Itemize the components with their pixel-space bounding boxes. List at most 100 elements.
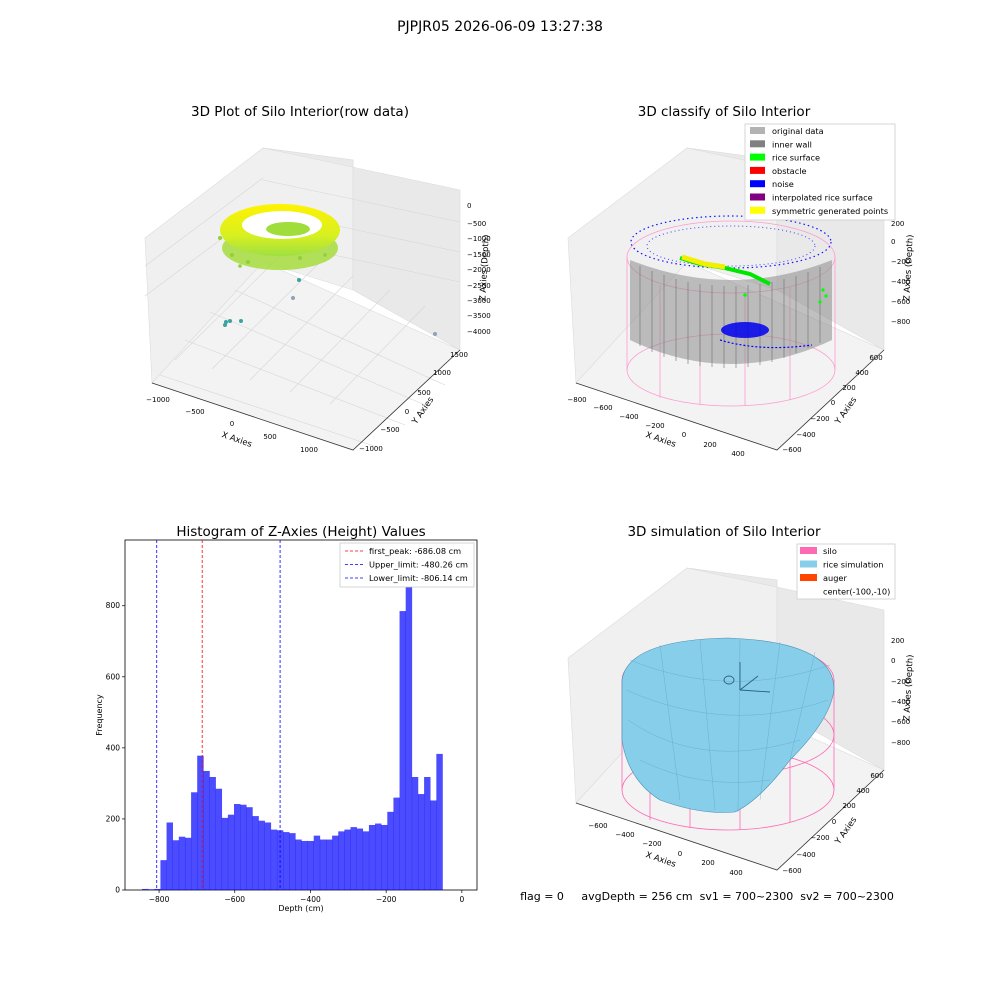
raw-xtick: 0 — [230, 420, 234, 428]
histogram-legend-label: Lower_limit: -806.14 cm — [369, 573, 468, 583]
raw-panel-title: 3D Plot of Silo Interior(row data) — [191, 104, 409, 120]
histogram-bar — [295, 839, 302, 890]
histogram-bar — [184, 837, 192, 890]
histogram-bar — [227, 814, 235, 890]
classify-legend-label: rice surface — [772, 153, 820, 163]
histogram-bar — [362, 831, 370, 890]
classify-ytick: −600 — [782, 446, 801, 454]
histogram-bar — [142, 888, 149, 890]
simulation-y-axis-label: Y Axies — [833, 815, 860, 847]
histogram-bar — [178, 836, 186, 890]
histogram-bar — [417, 794, 425, 890]
histogram-ytick-label: 400 — [106, 743, 121, 752]
raw-ytick: −500 — [380, 426, 399, 434]
status-footer: flag = 0 avgDepth = 256 cm sv1 = 700~230… — [520, 890, 894, 903]
histogram-xtick-label: −200 — [376, 895, 397, 904]
raw-ztick: −4000 — [467, 328, 491, 336]
simulation-xtick: −400 — [615, 831, 634, 839]
classify-legend-swatch — [750, 166, 765, 174]
histogram-x-ticks: −800 −600 −400 −200 0 — [149, 890, 464, 904]
raw-ztick: −1500 — [467, 251, 491, 259]
simulation-legend-label: auger — [823, 573, 847, 583]
histogram-ytick-label: 200 — [106, 814, 121, 823]
raw-ztick: −2000 — [467, 266, 491, 274]
histogram-bar — [344, 829, 351, 890]
classify-xtick: 200 — [703, 441, 716, 449]
simulation-legend-label: center(-100,-10) — [823, 587, 890, 597]
histogram-bar — [166, 822, 173, 890]
panel-raw-data: 3D Plot of Silo Interior(row data) — [144, 104, 492, 454]
raw-ytick: 1500 — [450, 351, 468, 359]
classify-z-axis-label: Z Axies (Depth) — [902, 234, 915, 301]
histogram-bar — [160, 860, 167, 890]
classify-xtick: −800 — [567, 396, 586, 404]
classify-inner-wall — [630, 260, 832, 364]
histogram-bar — [375, 823, 382, 890]
classify-x-axis-label: X Axies — [644, 430, 677, 450]
histogram-bar — [368, 824, 376, 890]
figure-suptitle: PJPJR05 2026-06-09 13:27:38 — [397, 19, 603, 35]
histogram-bar — [252, 816, 259, 890]
simulation-ztick: −600 — [891, 718, 910, 726]
raw-ztick: −3500 — [467, 312, 491, 320]
histogram-bar — [387, 811, 394, 890]
simulation-ytick: −600 — [782, 867, 801, 875]
classify-ztick: −400 — [891, 278, 910, 286]
histogram-title: Histogram of Z-Axies (Height) Values — [176, 524, 425, 540]
classify-ztick: −600 — [891, 298, 910, 306]
classify-ytick: −400 — [796, 431, 815, 439]
classify-axis-edges — [575, 349, 885, 451]
histogram-bar — [356, 828, 364, 890]
raw-ztick: −2500 — [467, 282, 491, 290]
classify-legend-swatch — [750, 180, 765, 188]
raw-xtick: −1000 — [146, 396, 170, 404]
histogram-ytick-label: 800 — [106, 601, 121, 610]
simulation-ytick: −400 — [796, 851, 815, 859]
classify-ytick: 0 — [831, 399, 835, 407]
classify-legend-swatch — [750, 140, 765, 148]
simulation-legend-label: rice simulation — [823, 560, 883, 570]
histogram-bar — [264, 822, 272, 890]
raw-y-axis-label: Y Axies — [410, 395, 437, 427]
histogram-bars — [142, 559, 443, 890]
histogram-xtick-label: 0 — [459, 895, 464, 904]
histogram-bar — [191, 792, 198, 890]
histogram-legend: first_peak: -686.08 cm Upper_limit: -480.… — [339, 542, 475, 588]
histogram-xtick-label: −600 — [224, 895, 245, 904]
classify-y-ticks: −600 −400 −200 0 200 400 600 — [782, 354, 882, 454]
simulation-ytick: 400 — [856, 787, 869, 795]
classify-rice-points — [743, 288, 828, 304]
histogram-bar — [405, 559, 413, 890]
raw-ytick: 0 — [405, 408, 409, 416]
classify-xtick: −600 — [593, 404, 612, 412]
histogram-bar — [221, 817, 229, 890]
classify-legend-label: noise — [772, 179, 794, 189]
raw-ztick: 0 — [467, 202, 471, 210]
histogram-y-ticks: 0 200 400 600 800 — [106, 601, 125, 895]
simulation-xtick: −600 — [588, 822, 607, 830]
classify-legend-label: obstacle — [772, 166, 807, 176]
simulation-legend-label: silo — [823, 546, 837, 556]
raw-scatter-points — [218, 236, 327, 268]
simulation-ytick: 200 — [842, 802, 855, 810]
raw-y-ticks: −1000 −500 0 500 1000 1500 — [359, 351, 468, 453]
raw-far-points — [291, 296, 437, 336]
raw-outlier-points — [223, 278, 301, 327]
raw-ztick: −3000 — [467, 297, 491, 305]
classify-legend-label: interpolated rice surface — [772, 193, 873, 203]
histogram-bar — [424, 777, 431, 890]
raw-ztick: −1000 — [467, 235, 491, 243]
simulation-xtick: −200 — [642, 840, 661, 848]
classify-xtick: 400 — [731, 450, 744, 458]
classify-x-ticks: −800 −600 −400 −200 0 200 400 — [567, 396, 744, 458]
raw-ztick: −500 — [467, 220, 486, 228]
histogram-ytick-label: 600 — [106, 672, 121, 681]
simulation-x-ticks: −600 −400 −200 0 200 400 — [588, 822, 742, 877]
simulation-legend-swatch — [800, 560, 817, 568]
classify-legend-label: original data — [772, 126, 824, 136]
panel-histogram: Histogram of Z-Axies (Height) Values −80… — [95, 524, 478, 913]
panel-classify: 3D classify of Silo Interior — [567, 104, 915, 458]
simulation-rice-mesh — [625, 638, 831, 813]
raw-xtick: −500 — [185, 408, 204, 416]
histogram-legend-label: first_peak: -686.08 cm — [369, 546, 461, 556]
